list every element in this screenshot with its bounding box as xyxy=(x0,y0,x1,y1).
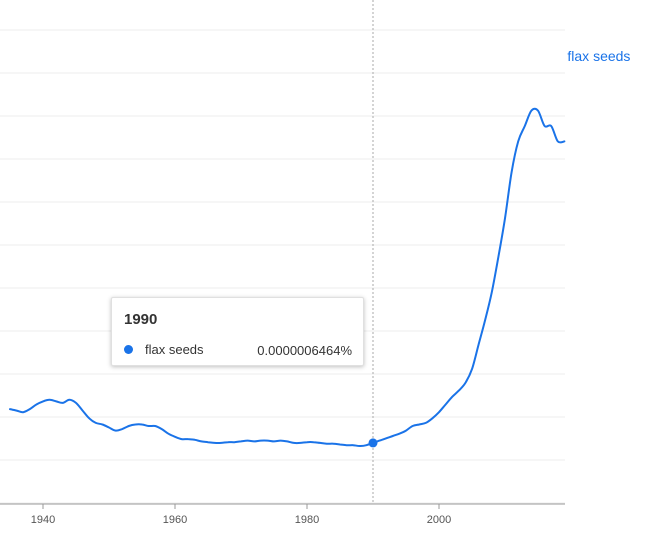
grid-layer xyxy=(0,29,565,504)
x-axis: 1940 1960 1980 2000 xyxy=(0,503,565,526)
series-label-flax-seeds[interactable]: flax seeds xyxy=(567,48,630,64)
x-tick-label-1940: 1940 xyxy=(31,514,55,526)
x-tick-label-1980: 1980 xyxy=(295,514,319,526)
x-tick-label-2000: 2000 xyxy=(427,514,451,526)
hover-point[interactable] xyxy=(368,438,378,448)
tooltip-year: 1990 xyxy=(124,311,158,328)
hover-layer xyxy=(368,0,378,504)
series-layer: flax seeds xyxy=(9,48,630,448)
series-line-flax-seeds[interactable] xyxy=(9,107,566,448)
tooltip-series-dot-icon xyxy=(124,345,133,354)
tooltip: 1990 flax seeds 0.0000006464% xyxy=(111,297,364,366)
x-tick-label-1960: 1960 xyxy=(163,514,187,526)
tooltip-series-name: flax seeds xyxy=(145,342,204,357)
tooltip-value: 0.0000006464% xyxy=(257,343,352,358)
